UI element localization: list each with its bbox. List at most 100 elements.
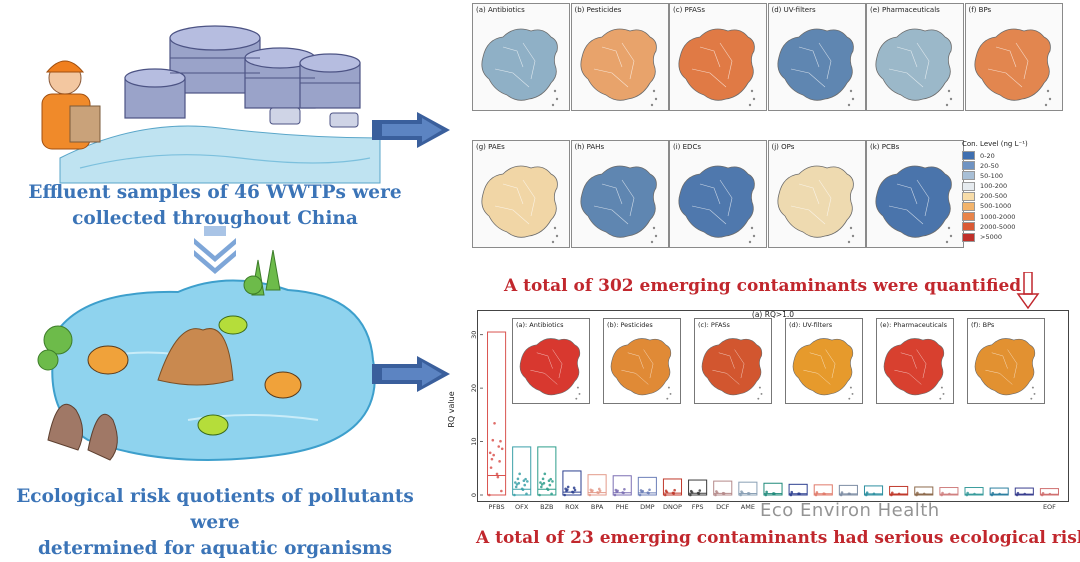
y-axis-label: RQ value [447, 391, 456, 427]
x-tick-label: BPA [590, 503, 604, 511]
point-c13 [798, 492, 801, 496]
point-OFX [524, 477, 527, 481]
legend-label: 0-20 [980, 151, 995, 160]
point-BZB [549, 477, 553, 481]
map-panel-label: (h) PAHs [574, 143, 605, 151]
legend-label: 100-200 [980, 182, 1008, 191]
legend-item: 500-1000 [962, 201, 1074, 211]
box-c14 [813, 484, 833, 496]
point-PHE [623, 487, 626, 491]
watermark: Eco Environ Health [760, 500, 940, 521]
point-OFX [521, 488, 525, 492]
legend-label: 50-100 [980, 171, 1004, 180]
legend-label: 2000-5000 [980, 222, 1016, 231]
rq-inset-label: (e): Pharmaceuticals [880, 321, 948, 329]
map-panel-label: (e) Pharmaceuticals [870, 6, 940, 14]
x-tick-label: DNOP [663, 503, 682, 511]
box-DCF [713, 480, 733, 496]
point-BPA [597, 491, 600, 495]
point-DMP [647, 491, 650, 495]
point-c21 [998, 492, 1001, 496]
concentration-legend: Con. Level (ng L⁻¹) 0-20 20-50 50-100 100-2… [962, 140, 1074, 280]
point-OFX [514, 485, 518, 489]
point-PFBS [497, 445, 501, 448]
map-panel-label: (a) Antibiotics [476, 6, 525, 14]
rq-boxplot: RQ value 0 10 20 30 [447, 331, 1059, 497]
map-panel: (i) EDCs [669, 140, 767, 248]
point-c21 [991, 491, 995, 495]
map-panel: (j) OPs [767, 140, 866, 248]
map-panel-label: (g) PAEs [476, 143, 505, 151]
point-BZB [540, 485, 543, 489]
point-c16 [872, 492, 876, 496]
point-OFX [525, 492, 528, 496]
y-tick-label: 10 [470, 437, 478, 445]
box-BPA [587, 474, 607, 496]
x-tick-label: PFBS [488, 503, 505, 511]
point-DCF [722, 492, 726, 495]
legend-item: 2000-5000 [962, 222, 1074, 232]
point-BZB [546, 488, 550, 492]
point-c14 [814, 493, 818, 497]
legend-swatch [962, 201, 975, 211]
point-c12 [773, 492, 776, 496]
point-PFBS [490, 457, 494, 461]
point-ROX [566, 485, 570, 489]
box-c15 [838, 484, 858, 496]
point-OFX [526, 480, 529, 483]
point-c17 [897, 492, 901, 496]
point-AME [741, 491, 744, 495]
map-panel-label: (f) BPs [968, 6, 992, 14]
point-c20 [965, 493, 969, 497]
x-tick-label: AME [740, 503, 755, 511]
legend-title: Con. Level (ng L⁻¹) [962, 140, 1028, 148]
point-DNOP [665, 491, 669, 494]
x-tick-label: OFX [515, 503, 529, 511]
point-ROX [571, 491, 575, 494]
legend-label: 200-500 [980, 192, 1008, 201]
point-PFBS [492, 453, 495, 457]
point-c12 [765, 490, 768, 494]
point-DCF [714, 493, 717, 497]
point-OFX [523, 483, 527, 487]
point-c18 [916, 491, 919, 495]
point-PFBS [500, 447, 504, 451]
point-ROX [563, 493, 567, 497]
point-OFX [516, 477, 520, 481]
box-DNOP [662, 478, 683, 496]
point-c19 [941, 491, 944, 495]
point-c18 [922, 492, 926, 496]
point-c14 [815, 491, 819, 494]
point-c15 [839, 493, 843, 497]
box-PFBS [487, 331, 507, 496]
point-OFX [517, 481, 521, 485]
point-c13 [790, 490, 794, 494]
point-c19 [940, 493, 943, 497]
y-tick-label: 0 [470, 493, 478, 497]
rq-inset-label: (f): BPs [971, 321, 995, 329]
right-arrow-icon [372, 112, 450, 148]
rq-inset-map: (f): BPs [967, 318, 1045, 404]
point-OFX [514, 481, 517, 484]
map-panel-label: (c) PFASs [673, 6, 706, 14]
point-c18 [915, 493, 918, 497]
quantified-caption: A total of 302 emerging contaminants wer… [504, 276, 1022, 296]
rq-inset-map: (b): Pesticides [603, 318, 681, 404]
legend-item: 0-20 [962, 151, 1074, 160]
map-panel-label: (j) OPs [771, 143, 795, 151]
map-panel-label: (i) EDCs [673, 143, 701, 151]
point-c15 [840, 491, 844, 494]
y-tick-label: 20 [470, 384, 478, 392]
rq-inset-map: (a): Antibiotics [512, 318, 590, 404]
point-BZB [541, 477, 545, 481]
rq-inset-map: (e): Pharmaceuticals [876, 318, 954, 404]
point-DNOP [663, 493, 667, 497]
map-panel-label: (k) PCBs [870, 143, 900, 151]
point-EOF [1041, 492, 1045, 495]
legend-label: 1000-2000 [980, 212, 1016, 221]
point-OFX [522, 479, 526, 482]
point-BZB [550, 492, 553, 496]
point-c22 [1016, 491, 1020, 495]
point-PFBS [496, 475, 500, 479]
rq-inset-map: (c): PFASs [694, 318, 772, 404]
